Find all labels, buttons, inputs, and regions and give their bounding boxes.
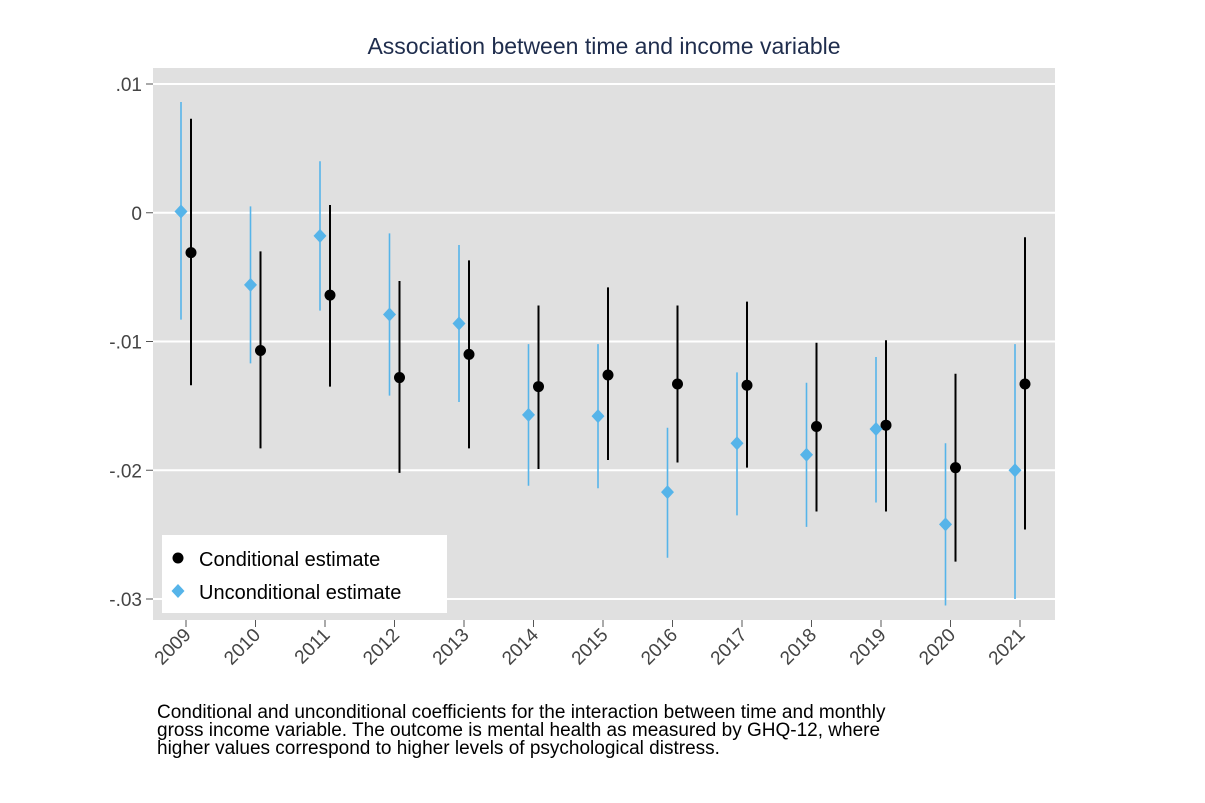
legend-label-conditional: Conditional estimate bbox=[199, 549, 380, 571]
chart-title: Association between time and income vari… bbox=[367, 33, 840, 59]
x-tick-label: 2015 bbox=[568, 625, 613, 670]
point-conditional bbox=[255, 345, 266, 357]
legend-label-unconditional: Unconditional estimate bbox=[199, 582, 401, 604]
y-tick-label: -.02 bbox=[109, 461, 142, 482]
x-tick-label: 2014 bbox=[498, 624, 543, 669]
plot-area bbox=[153, 68, 1055, 620]
legend-marker-conditional bbox=[172, 552, 184, 564]
point-unconditional bbox=[383, 307, 396, 322]
x-tick-label: 2017 bbox=[707, 625, 752, 670]
gridlines bbox=[153, 83, 1055, 600]
y-tick-label: -.03 bbox=[109, 590, 142, 611]
point-unconditional bbox=[800, 447, 813, 462]
caption-line-3: higher values correspond to higher level… bbox=[157, 738, 720, 759]
point-conditional bbox=[324, 289, 336, 301]
point-conditional bbox=[533, 381, 544, 393]
caption-line-1: Conditional and unconditional coefficien… bbox=[157, 702, 886, 723]
point-unconditional bbox=[939, 517, 952, 532]
series-unconditional bbox=[174, 102, 1022, 606]
chart: Association between time and income vari… bbox=[109, 33, 1055, 670]
point-conditional bbox=[672, 378, 683, 390]
legend-marker-unconditional bbox=[171, 584, 185, 598]
x-tick-label: 2019 bbox=[846, 625, 891, 670]
figure-caption: Conditional and unconditional coefficien… bbox=[157, 702, 1057, 759]
legend-box bbox=[162, 535, 447, 613]
point-conditional bbox=[463, 348, 475, 360]
x-tick-label: 2009 bbox=[151, 625, 196, 670]
point-conditional bbox=[185, 247, 197, 259]
x-tick-label: 2016 bbox=[637, 625, 682, 670]
caption-line-2: gross income variable. The outcome is me… bbox=[157, 720, 881, 741]
y-tick-label: .01 bbox=[116, 75, 142, 96]
point-unconditional bbox=[452, 316, 466, 331]
point-conditional bbox=[880, 419, 892, 431]
x-tick-label: 2010 bbox=[220, 625, 265, 670]
x-tick-label: 2011 bbox=[291, 625, 335, 669]
point-unconditional bbox=[313, 228, 327, 243]
point-unconditional bbox=[522, 407, 535, 422]
point-conditional bbox=[394, 372, 405, 384]
legend: Conditional estimate Unconditional estim… bbox=[162, 535, 447, 613]
point-unconditional bbox=[661, 485, 674, 500]
series-conditional bbox=[185, 118, 1031, 562]
point-conditional bbox=[950, 462, 961, 474]
point-unconditional bbox=[869, 422, 883, 437]
x-tick-label: 2018 bbox=[776, 625, 821, 670]
point-unconditional bbox=[1008, 463, 1022, 478]
point-unconditional bbox=[244, 277, 257, 292]
point-unconditional bbox=[174, 204, 188, 219]
point-conditional bbox=[811, 420, 822, 432]
x-tick-label: 2013 bbox=[429, 625, 474, 670]
y-tick-label: 0 bbox=[131, 204, 142, 225]
x-tick-label: 2012 bbox=[359, 625, 404, 670]
x-tick-label: 2020 bbox=[915, 625, 960, 670]
point-unconditional bbox=[730, 436, 744, 451]
y-tick-label: -.01 bbox=[109, 333, 142, 354]
point-conditional bbox=[602, 369, 614, 381]
point-unconditional bbox=[591, 409, 605, 424]
point-conditional bbox=[741, 379, 753, 391]
series bbox=[174, 102, 1031, 606]
x-tick-label: 2021 bbox=[985, 625, 1030, 670]
point-conditional bbox=[1019, 378, 1031, 390]
